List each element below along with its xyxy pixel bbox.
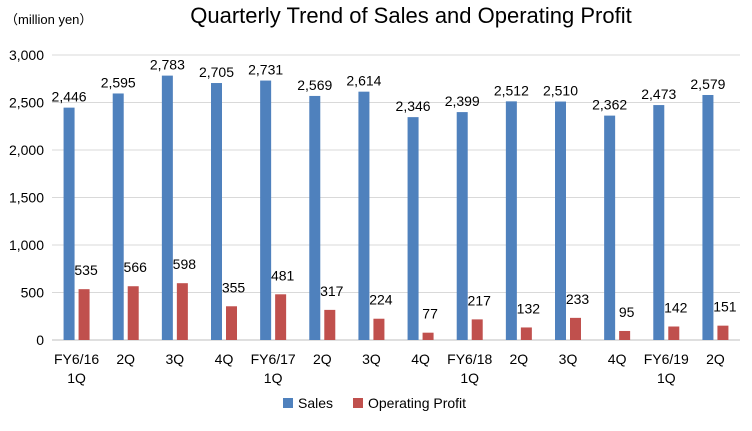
- x-tick-label: 1Q: [67, 370, 86, 386]
- operating-profit-bar: [717, 325, 729, 340]
- sales-bar: [653, 105, 665, 340]
- operating-profit-data-label: 233: [566, 291, 590, 307]
- sales-data-label: 2,346: [396, 98, 431, 114]
- operating-profit-data-label: 217: [468, 292, 492, 308]
- y-tick-label: 0: [36, 332, 44, 348]
- x-tick-label: 1Q: [657, 370, 676, 386]
- x-tick-label: 2Q: [116, 351, 135, 367]
- x-tick-label: 3Q: [362, 351, 381, 367]
- x-tick-label: 1Q: [460, 370, 479, 386]
- operating-profit-bar: [520, 327, 532, 340]
- x-tick-label: 3Q: [559, 351, 578, 367]
- y-tick-label: 2,000: [9, 142, 44, 158]
- operating-profit-data-label: 132: [517, 300, 541, 316]
- legend-swatch-sales: [283, 398, 293, 408]
- sales-bar: [456, 112, 468, 340]
- sales-data-label: 2,510: [543, 83, 578, 99]
- sales-data-label: 2,512: [494, 82, 529, 98]
- x-tick-label: 4Q: [215, 351, 234, 367]
- legend-label-sales: Sales: [298, 395, 333, 411]
- y-tick-label: 2,500: [9, 95, 44, 111]
- sales-bar: [702, 94, 714, 341]
- y-axis-unit-label: （million yen）: [5, 12, 92, 27]
- legend-swatch-operating-profit: [353, 398, 363, 408]
- operating-profit-data-label: 77: [422, 306, 438, 322]
- sales-bar: [260, 80, 272, 341]
- operating-profit-data-label: 224: [369, 292, 393, 308]
- operating-profit-bar: [619, 330, 631, 340]
- operating-profit-data-label: 317: [320, 283, 344, 299]
- y-tick-label: 500: [21, 285, 45, 301]
- legend-label-operating-profit: Operating Profit: [368, 395, 466, 411]
- sales-data-label: 2,705: [199, 64, 234, 80]
- sales-data-label: 2,731: [248, 62, 283, 78]
- operating-profit-bar: [78, 289, 90, 340]
- operating-profit-data-label: 535: [74, 262, 98, 278]
- sales-data-label: 2,595: [101, 74, 136, 90]
- legend: Sales Operating Profit: [283, 395, 466, 411]
- operating-profit-bar: [471, 319, 483, 340]
- x-tick-label: FY6/16: [54, 351, 99, 367]
- operating-profit-bar: [176, 283, 188, 340]
- operating-profit-data-label: 151: [713, 299, 737, 315]
- x-tick-label: 2Q: [313, 351, 332, 367]
- y-tick-label: 1,000: [9, 237, 44, 253]
- sales-bar: [555, 101, 566, 340]
- operating-profit-bar: [422, 332, 434, 340]
- sales-bar: [161, 75, 173, 341]
- operating-profit-data-label: 95: [619, 304, 635, 320]
- operating-profit-data-label: 481: [271, 267, 295, 283]
- x-tick-label: 2Q: [706, 351, 725, 367]
- operating-profit-data-label: 598: [173, 256, 197, 272]
- sales-bar: [505, 101, 517, 340]
- sales-bar: [407, 117, 419, 340]
- sales-data-label: 2,569: [297, 77, 332, 93]
- chart-title: Quarterly Trend of Sales and Operating P…: [190, 3, 631, 28]
- sales-data-label: 2,362: [592, 97, 627, 113]
- operating-profit-bar: [226, 306, 237, 340]
- operating-profit-data-label: 355: [222, 279, 246, 295]
- sales-data-label: 2,783: [150, 57, 185, 73]
- y-axis: 0 500 1,000 1,500 2,000 2,500 3,000: [9, 47, 44, 348]
- sales-bar: [63, 107, 75, 340]
- sales-data-label: 2,399: [445, 93, 480, 109]
- sales-bar: [211, 83, 222, 341]
- operating-profit-bar: [127, 286, 139, 340]
- x-tick-label: 3Q: [166, 351, 185, 367]
- sales-data-label: 2,579: [690, 76, 725, 92]
- operating-profit-bar: [373, 318, 385, 340]
- sales-bar: [604, 115, 616, 340]
- x-tick-label: FY6/19: [644, 351, 689, 367]
- x-tick-label: 4Q: [411, 351, 430, 367]
- sales-bar: [309, 95, 321, 340]
- sales-bar: [358, 91, 370, 340]
- operating-profit-bar: [275, 294, 287, 340]
- x-axis: FY6/16 1Q 2Q 3Q 4Q FY6/17 1Q 2Q 3Q 4Q FY6/18 1Q 2Q 3Q…: [54, 351, 725, 386]
- operating-profit-bar: [324, 309, 336, 340]
- sales-data-label: 2,473: [641, 86, 676, 102]
- y-tick-label: 1,500: [9, 190, 44, 206]
- bars: [63, 75, 729, 341]
- operating-profit-data-label: 566: [124, 259, 148, 275]
- x-tick-label: FY6/17: [251, 351, 296, 367]
- x-tick-label: 2Q: [510, 351, 529, 367]
- operating-profit-bar: [570, 317, 581, 340]
- operating-profit-data-label: 142: [664, 300, 688, 316]
- sales-data-label: 2,614: [346, 73, 381, 89]
- x-tick-label: 1Q: [264, 370, 283, 386]
- y-tick-label: 3,000: [9, 47, 44, 63]
- sales-data-label: 2,446: [52, 89, 87, 105]
- x-tick-label: 4Q: [608, 351, 627, 367]
- data-labels: 2,446 535 2,595 566 2,783 598 2,705 355 2,731 481…: [52, 57, 737, 322]
- sales-bar: [112, 93, 124, 340]
- x-tick-label: FY6/18: [447, 351, 492, 367]
- operating-profit-bar: [668, 326, 680, 340]
